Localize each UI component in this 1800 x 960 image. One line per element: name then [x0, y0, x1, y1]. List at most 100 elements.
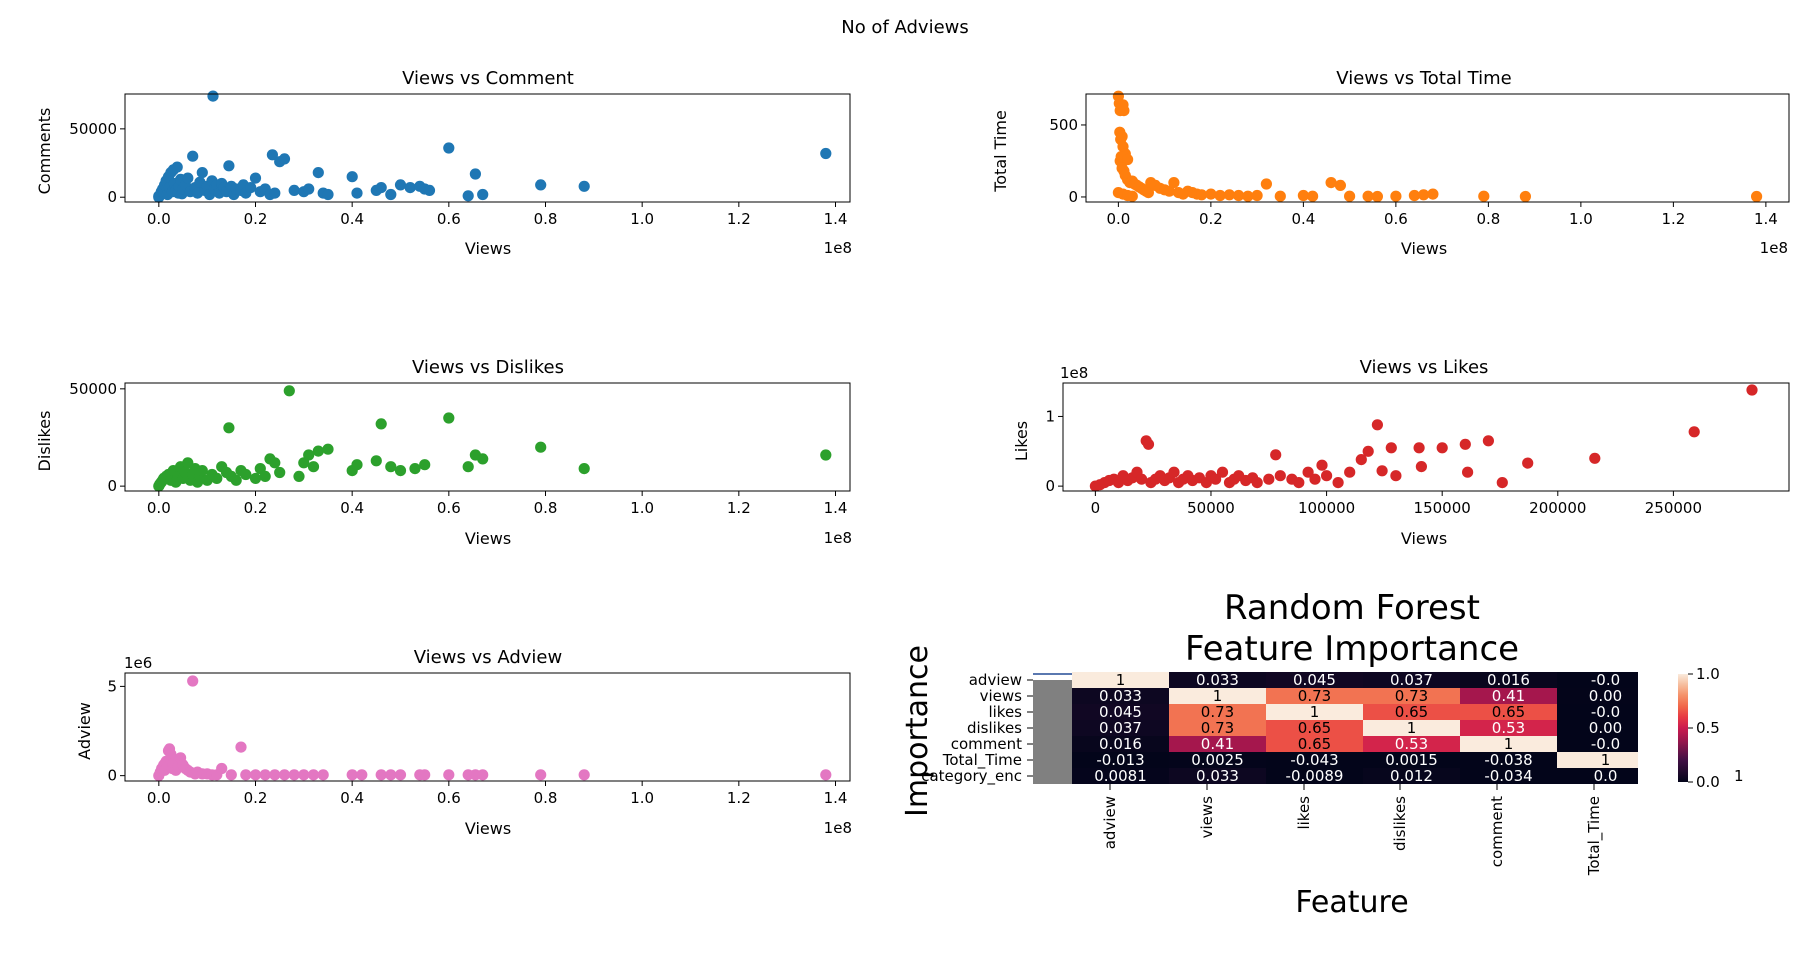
- y-offset-label: 1e6: [124, 654, 152, 672]
- data-point: [1427, 188, 1439, 200]
- data-point: [1418, 189, 1430, 201]
- chart-views-vs-likes: Views vs Likes 0 50000 100000 150000 200000 2…: [1012, 357, 1790, 548]
- x-tick-label: 0.2: [244, 499, 268, 517]
- data-point: [278, 769, 291, 781]
- x-tick-label: 1.0: [630, 210, 654, 228]
- x-tick-label: 0.0: [147, 499, 171, 517]
- heatmap-cell-label: 0.0081: [1094, 767, 1147, 785]
- row-label: category_enc: [921, 767, 1022, 786]
- figure-title: No of Adviews: [841, 17, 969, 38]
- data-point: [820, 769, 832, 781]
- data-point: [462, 190, 474, 202]
- heatmap-cell: [1557, 768, 1638, 784]
- x-tick-label: 0.2: [244, 789, 268, 807]
- data-point: [293, 470, 305, 482]
- heatmap-cell-label: 0.00: [1589, 687, 1622, 705]
- data-point: [1390, 470, 1402, 482]
- heatmap-cell: [1072, 768, 1169, 784]
- x-axis-label: Views: [1401, 239, 1447, 258]
- data-point: [1223, 189, 1235, 201]
- x-tick-label: 0.0: [147, 789, 171, 807]
- data-point: [249, 172, 262, 184]
- heatmap-cell: [1654, 688, 1751, 704]
- heatmap-cell-label: 0.0: [1594, 767, 1618, 785]
- x-tick-label: 50000: [1187, 499, 1235, 517]
- data-point: [356, 769, 368, 781]
- col-label: adview: [1101, 796, 1119, 849]
- x-tick-label: 0.8: [534, 789, 558, 807]
- y-axis-label: Dislikes: [35, 411, 54, 472]
- data-point: [443, 412, 455, 424]
- data-point: [249, 472, 262, 484]
- data-point: [1163, 185, 1175, 197]
- x-tick-label: 0.0: [1106, 210, 1130, 228]
- data-point: [375, 418, 387, 430]
- data-point: [240, 468, 252, 481]
- y-tick-label: 50000: [69, 380, 117, 398]
- heatmap-cell: [1169, 752, 1266, 768]
- x-tick-label: 0.6: [437, 499, 461, 517]
- data-point: [1196, 189, 1208, 201]
- x-tick-label: 100000: [1298, 499, 1355, 517]
- plot-background: [1086, 94, 1789, 202]
- heatmap-cell-label: 1: [1116, 671, 1126, 689]
- data-point: [1233, 189, 1245, 202]
- y-tick-label: 0: [107, 188, 117, 206]
- x-tick-label: 0.4: [340, 789, 364, 807]
- data-point: [419, 769, 431, 781]
- heatmap-cell: [1460, 688, 1557, 704]
- data-point: [385, 461, 397, 473]
- data-point: [249, 769, 262, 781]
- data-point: [1688, 426, 1700, 438]
- data-point: [394, 179, 407, 191]
- x-tick-label: 1.0: [630, 789, 654, 807]
- data-point: [1251, 477, 1263, 489]
- col-label: dislikes: [1391, 796, 1409, 851]
- data-point: [196, 167, 208, 179]
- data-point: [1376, 465, 1388, 477]
- chart-views-vs-total-time: Views vs Total Time 0.0 0.2 0.4 0.6 0.8 1.0 1.…: [991, 68, 1790, 258]
- heatmap-cell-label: 0.73: [1201, 703, 1234, 721]
- data-point: [1214, 189, 1226, 202]
- y-tick-label: 50000: [69, 120, 117, 138]
- data-point: [1142, 187, 1154, 199]
- x-offset-label: 1e8: [1760, 239, 1788, 257]
- x-tick-label: 0.4: [340, 499, 364, 517]
- data-point: [423, 184, 436, 196]
- data-point: [409, 463, 421, 475]
- heatmap-cell: [1266, 688, 1363, 704]
- stray-label: 1: [1734, 767, 1744, 785]
- col-label: Total_Time: [1585, 796, 1604, 876]
- heatmap-cell-label: 0.033: [1099, 687, 1142, 705]
- data-point: [1136, 473, 1148, 485]
- data-point: [1122, 153, 1134, 166]
- data-point: [1371, 190, 1383, 203]
- heatmap-cell-label: -0.0: [1688, 735, 1717, 753]
- x-tick-label: 0: [1091, 499, 1101, 517]
- data-point: [1242, 190, 1254, 202]
- heatmap-cell: [1363, 688, 1460, 704]
- plot-frame: [124, 672, 851, 782]
- heatmap-cell: [1363, 720, 1460, 736]
- data-point: [223, 160, 235, 172]
- heatmap-cell: [1266, 768, 1363, 784]
- data-point: [1413, 442, 1425, 454]
- row-label: dislikes: [967, 719, 1022, 737]
- data-point: [298, 769, 310, 781]
- heatmap-cell-label: -0.013: [1096, 751, 1144, 769]
- data-point: [1355, 454, 1367, 466]
- data-point: [187, 150, 199, 162]
- heatmap-cell: [1460, 752, 1557, 768]
- heatmap-cell-label: 0.73: [1201, 719, 1234, 737]
- y-tick-label: 0: [1068, 188, 1078, 206]
- heatmap-cell-label: 0.045: [1099, 703, 1142, 721]
- data-point: [288, 184, 300, 196]
- data-point: [443, 142, 455, 154]
- x-tick-label: 0.0: [147, 210, 171, 228]
- data-point: [211, 472, 223, 484]
- heatmap-cell-label: 0.53: [1395, 735, 1428, 753]
- plot-area: 0.0 0.2 0.4 0.6 0.8 1.0 1.2 1.4 0 50000: [69, 380, 851, 517]
- data-point: [346, 769, 358, 781]
- x-tick-label: 200000: [1529, 499, 1586, 517]
- data-point: [245, 182, 257, 194]
